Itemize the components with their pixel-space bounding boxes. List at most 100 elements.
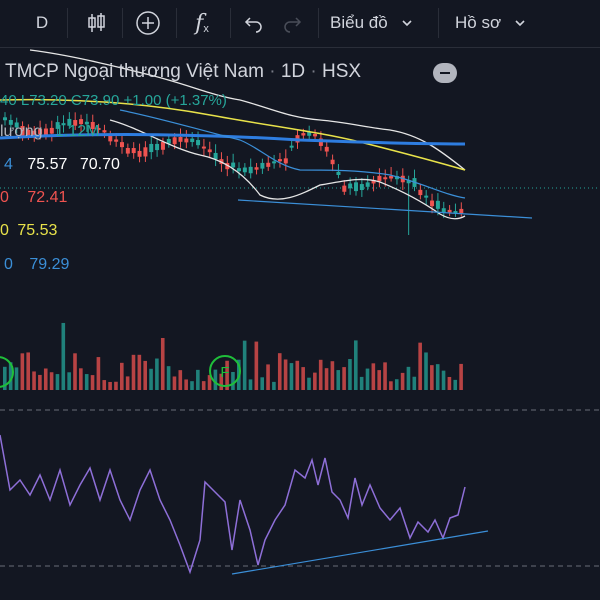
volume-value: 1.12M bbox=[55, 123, 100, 140]
symbol-name[interactable]: TMCP Ngoại thương Việt Nam bbox=[5, 61, 264, 82]
volume-bar bbox=[207, 375, 212, 390]
profile-dropdown[interactable]: Hồ sơ bbox=[455, 6, 545, 40]
ma-blue-long bbox=[0, 132, 466, 146]
volume-bar bbox=[49, 372, 54, 390]
volume-bar bbox=[260, 377, 264, 390]
ma-blue-short bbox=[119, 109, 466, 199]
event-marker[interactable] bbox=[0, 356, 14, 388]
indicator-legend-1: 4 75.57 70.70 bbox=[4, 156, 120, 174]
volume-bars bbox=[3, 322, 463, 390]
volume-bar bbox=[213, 369, 218, 390]
candle-body bbox=[260, 162, 265, 169]
undo-icon[interactable] bbox=[240, 6, 268, 40]
volume-bar bbox=[283, 359, 288, 390]
candles-icon[interactable] bbox=[80, 6, 112, 40]
event-marker[interactable]: F bbox=[209, 355, 241, 387]
candle-body bbox=[166, 138, 171, 144]
candle-body bbox=[301, 133, 306, 136]
ohlc-values: 40 L73.20 C73.90 +1.00 (+1.37%) bbox=[0, 92, 227, 109]
volume-legend: lượng 1.12M bbox=[0, 123, 99, 141]
volume-bar bbox=[55, 374, 60, 390]
candle-body bbox=[149, 143, 154, 153]
volume-bar bbox=[418, 342, 422, 390]
volume-bar bbox=[196, 369, 200, 390]
toolbar-divider bbox=[318, 8, 319, 38]
interval-button[interactable]: D bbox=[28, 6, 56, 40]
volume-bar bbox=[79, 368, 83, 390]
candle-body bbox=[225, 163, 230, 170]
candle-body bbox=[242, 167, 247, 173]
volume-bar bbox=[20, 353, 25, 390]
volume-bar bbox=[201, 381, 206, 390]
candle-body bbox=[143, 147, 148, 157]
chevron-down-icon bbox=[515, 20, 525, 27]
chart-type-dropdown[interactable]: Biểu đồ bbox=[330, 6, 426, 40]
volume-bar bbox=[371, 363, 376, 390]
candle-body bbox=[330, 159, 335, 165]
hide-legend-button[interactable] bbox=[433, 63, 457, 83]
candle-body bbox=[131, 148, 136, 154]
candle-body bbox=[248, 166, 253, 174]
volume-bar bbox=[383, 362, 387, 390]
candle-body bbox=[342, 185, 347, 192]
volume-bar bbox=[453, 379, 458, 390]
candle-body bbox=[447, 209, 452, 213]
candle-body bbox=[348, 183, 353, 189]
volume-bar bbox=[377, 370, 381, 390]
volume-bar bbox=[149, 368, 153, 390]
candle-body bbox=[38, 129, 43, 135]
candle-body bbox=[90, 121, 95, 129]
candle-body bbox=[20, 125, 25, 136]
candle-body bbox=[254, 167, 259, 170]
volume-bar bbox=[394, 379, 399, 390]
volume-bar bbox=[295, 360, 300, 390]
rsi-line bbox=[0, 434, 466, 575]
volume-bar bbox=[359, 376, 364, 390]
candle-body bbox=[61, 123, 66, 126]
candle-body bbox=[377, 175, 382, 182]
ohlc-change: +1.00 (+1.37%) bbox=[123, 92, 227, 109]
rsi-divergence-trendline bbox=[231, 530, 489, 575]
volume-bar bbox=[277, 353, 282, 390]
candle-body bbox=[441, 208, 446, 213]
add-indicator-icon[interactable] bbox=[132, 6, 164, 40]
indicator-1-prefix: 4 bbox=[4, 156, 13, 173]
indicator-legend-3: 0 75.53 bbox=[0, 222, 57, 240]
volume-bar bbox=[172, 376, 177, 390]
volume-bar bbox=[73, 353, 77, 390]
bollinger-upper bbox=[29, 49, 466, 171]
volume-bar bbox=[190, 381, 194, 390]
candle-body bbox=[102, 130, 107, 133]
candle-body bbox=[371, 179, 376, 184]
legend-exchange: HSX bbox=[322, 61, 362, 82]
candle-body bbox=[435, 200, 440, 209]
toolbar-divider bbox=[176, 8, 177, 38]
volume-bar bbox=[61, 322, 66, 390]
candle-body bbox=[383, 177, 388, 180]
candle-body bbox=[73, 120, 78, 126]
volume-bar bbox=[166, 366, 171, 390]
volume-bar bbox=[137, 354, 142, 390]
volume-bar bbox=[348, 359, 352, 390]
redo-icon[interactable] bbox=[278, 6, 306, 40]
ohlc-prefix: 40 bbox=[0, 92, 17, 109]
candle-body bbox=[389, 176, 394, 179]
candle-body bbox=[108, 135, 113, 142]
candlesticks bbox=[3, 112, 464, 235]
candle-body bbox=[120, 142, 124, 148]
volume-bar bbox=[330, 361, 335, 390]
price-chart[interactable]: F bbox=[0, 48, 600, 600]
volume-bar bbox=[248, 379, 253, 390]
volume-bar bbox=[301, 367, 305, 390]
volume-bar bbox=[441, 370, 446, 390]
indicator-3-value: 75.53 bbox=[17, 222, 58, 239]
volume-bar bbox=[67, 372, 71, 390]
ohlc-close: C73.90 bbox=[70, 92, 120, 109]
volume-bar bbox=[430, 365, 434, 390]
indicator-4-value: 79.29 bbox=[29, 256, 70, 273]
volume-bar bbox=[143, 360, 147, 390]
candle-body bbox=[459, 208, 464, 214]
interval-label: D bbox=[35, 13, 49, 32]
volume-bar bbox=[155, 358, 159, 390]
